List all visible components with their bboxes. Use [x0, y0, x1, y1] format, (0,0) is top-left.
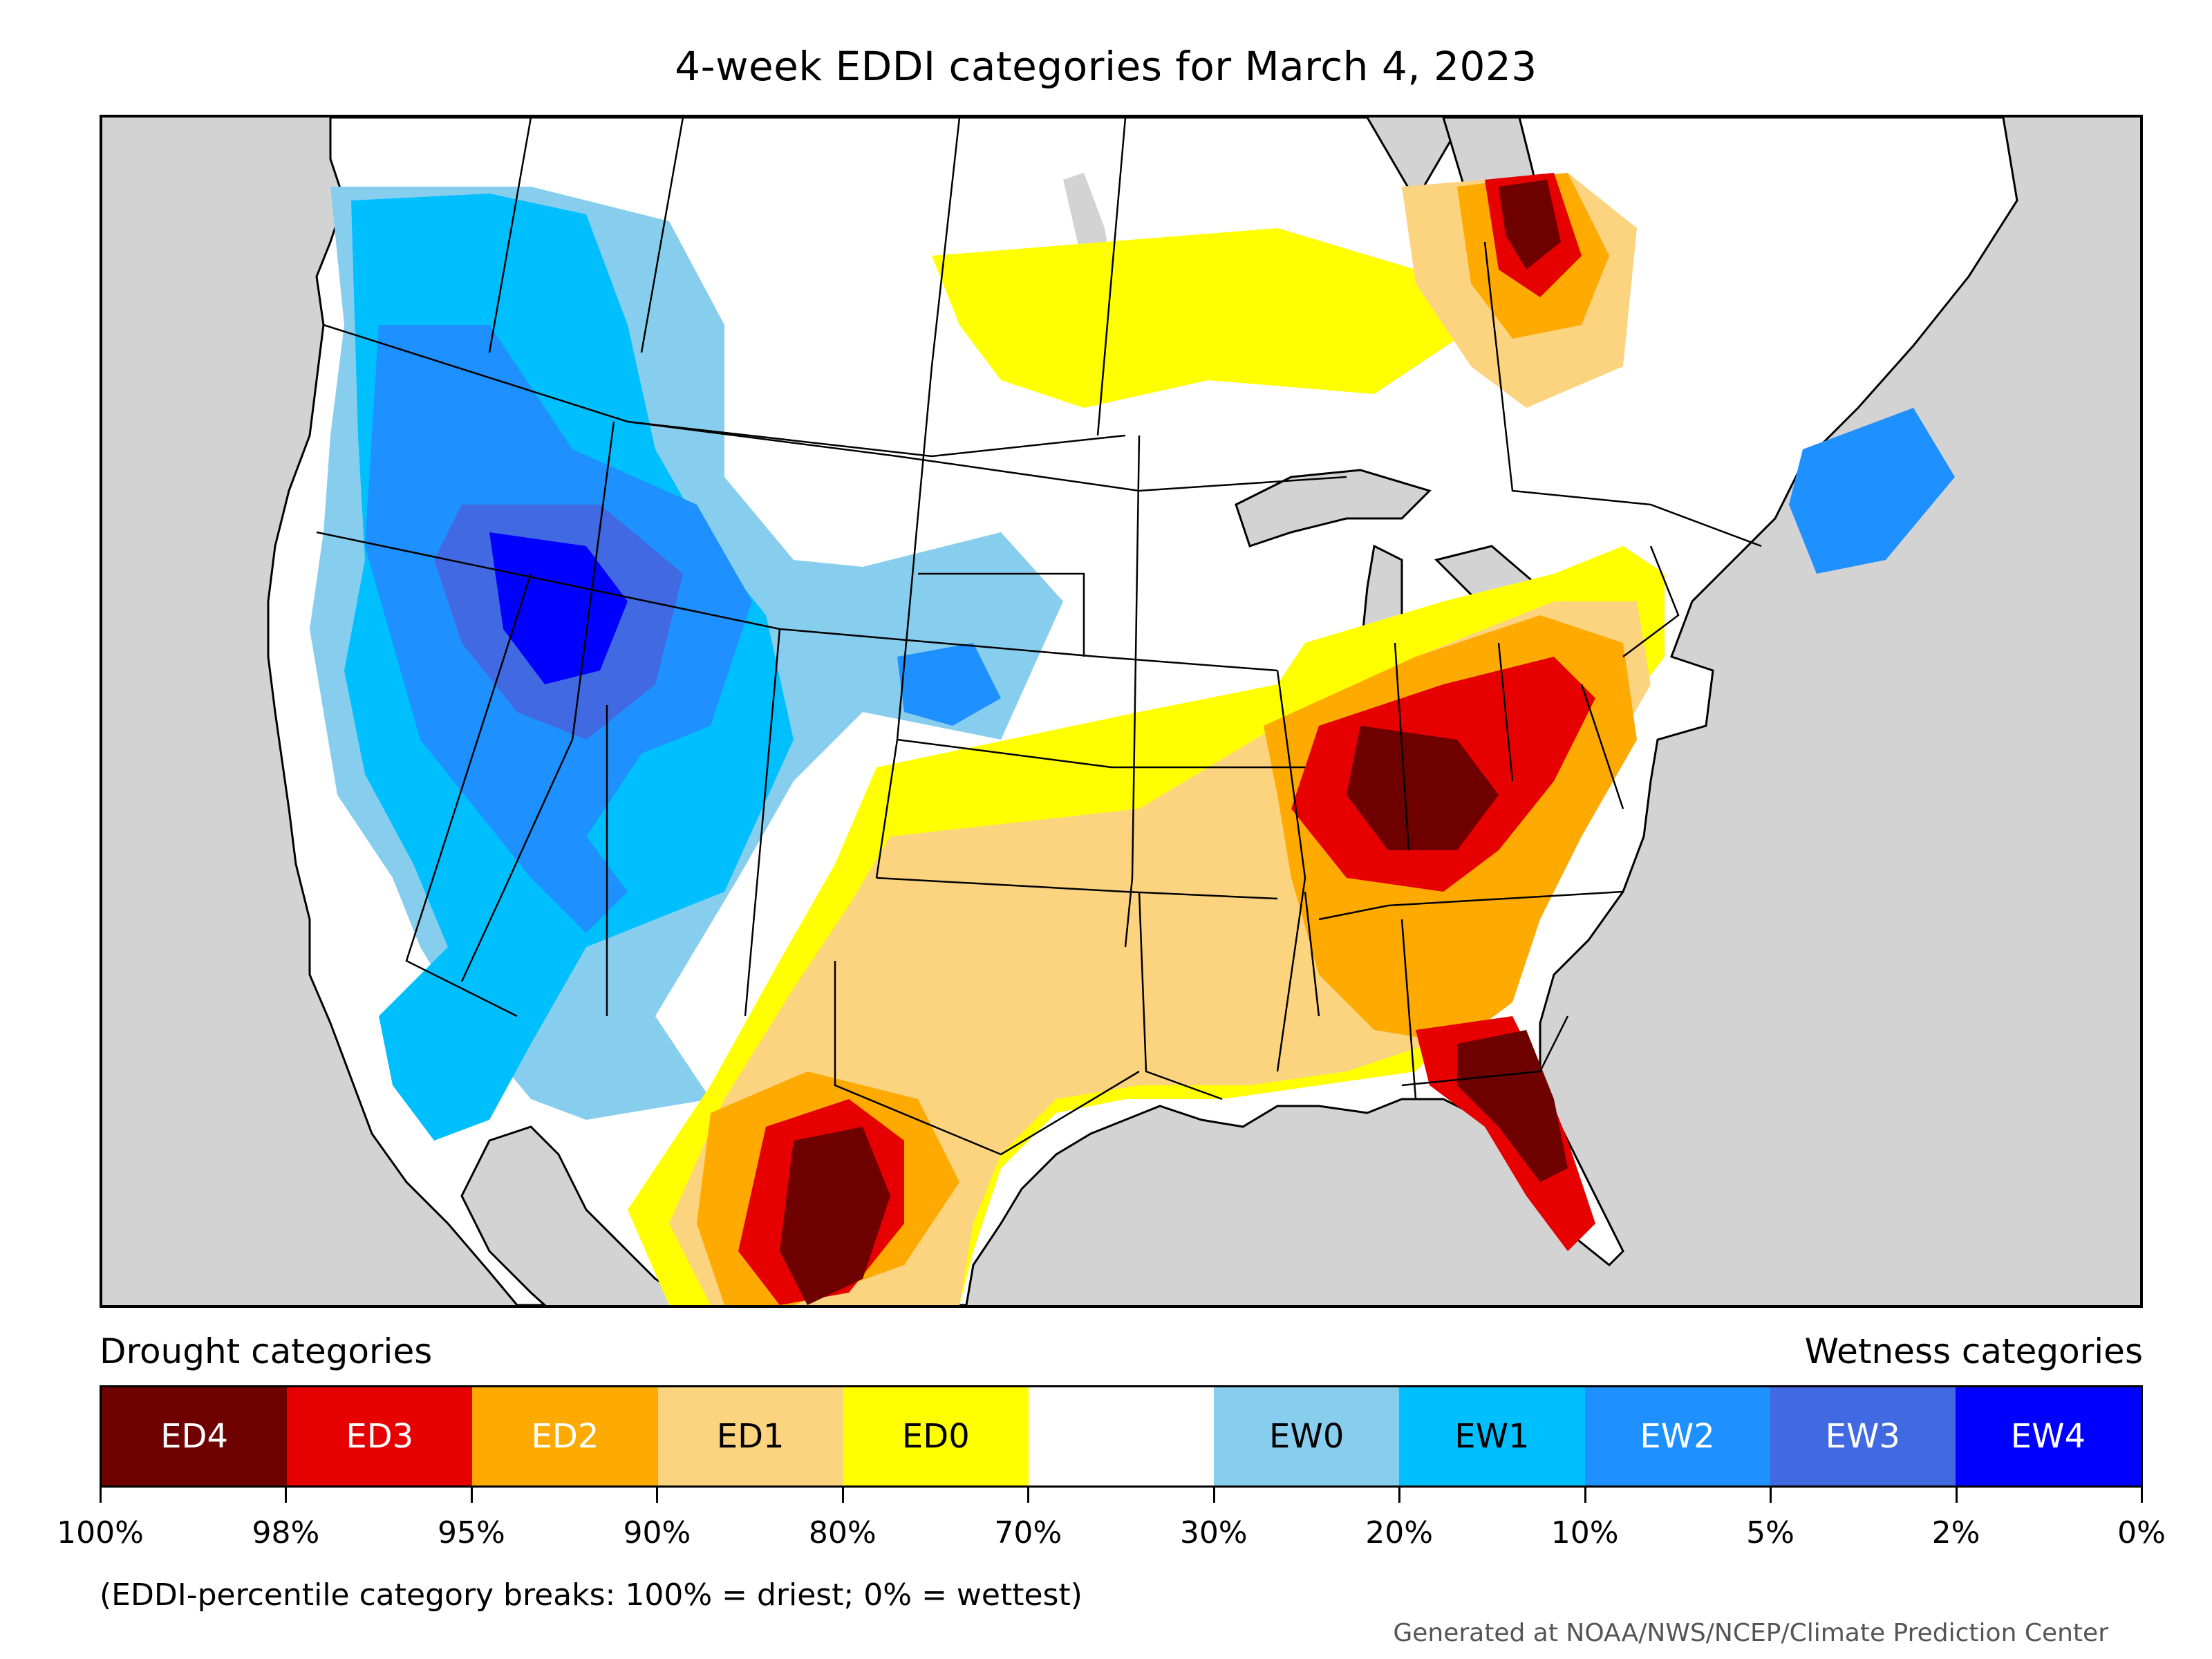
category-box-normal — [1028, 1387, 1215, 1485]
wet-region-ew4 — [489, 532, 628, 684]
tick-label: 90% — [623, 1515, 691, 1550]
tick-mark — [1584, 1488, 1586, 1503]
category-colorbar: ED4 ED3 ED2 ED1 ED0 EW0 EW1 EW2 EW3 EW4 — [100, 1385, 2143, 1488]
drought-region-ed4 — [1347, 726, 1499, 850]
category-box-ed2: ED2 — [472, 1387, 658, 1485]
category-box-ew4: EW4 — [1955, 1387, 2141, 1485]
category-box-ew3: EW3 — [1770, 1387, 1956, 1485]
wetness-categories-label: Wetness categories — [1804, 1331, 2143, 1371]
category-box-ed0: ED0 — [843, 1387, 1029, 1485]
tick-mark — [100, 1488, 102, 1503]
tick-mark — [841, 1488, 844, 1503]
drought-region-ed4-north — [1499, 180, 1561, 270]
tick-label: 30% — [1179, 1515, 1248, 1550]
tick-label: 80% — [808, 1515, 877, 1550]
tick-label: 2% — [1931, 1515, 1980, 1550]
wet-region-ew2c — [1789, 408, 1955, 574]
drought-categories-label: Drought categories — [100, 1331, 433, 1371]
tick-mark — [1770, 1488, 1772, 1503]
category-box-ed1: ED1 — [657, 1387, 843, 1485]
map-title: 4-week EDDI categories for March 4, 2023 — [675, 43, 1537, 90]
tick-label: 70% — [994, 1515, 1062, 1550]
tick-label: 20% — [1365, 1515, 1434, 1550]
category-box-ew2: EW2 — [1584, 1387, 1770, 1485]
tick-label: 5% — [1746, 1515, 1794, 1550]
category-box-ed3: ED3 — [287, 1387, 473, 1485]
drought-region-ed4-tx — [780, 1127, 890, 1305]
drought-region-ed0-north — [932, 228, 1457, 408]
tick-label: 100% — [57, 1515, 144, 1550]
eddi-map — [100, 115, 2143, 1308]
wet-region-ew2b — [897, 643, 1001, 726]
tick-label: 0% — [2117, 1515, 2166, 1550]
tick-mark — [1212, 1488, 1215, 1503]
category-breaks-note: (EDDI-percentile category breaks: 100% =… — [100, 1577, 1082, 1613]
tick-label: 98% — [252, 1515, 320, 1550]
tick-mark — [1027, 1488, 1030, 1503]
tick-mark — [656, 1488, 659, 1503]
tick-mark — [2141, 1488, 2143, 1503]
category-box-ed4: ED4 — [102, 1387, 288, 1485]
category-box-ew0: EW0 — [1214, 1387, 1400, 1485]
tick-label: 10% — [1550, 1515, 1619, 1550]
tick-mark — [1398, 1488, 1401, 1503]
category-box-ew1: EW1 — [1399, 1387, 1585, 1485]
political-boundaries — [316, 118, 1762, 1156]
tick-mark — [285, 1488, 288, 1503]
drought-region-ed4-fl — [1457, 1030, 1568, 1182]
tick-label: 95% — [438, 1515, 505, 1550]
lake-superior — [1235, 469, 1432, 547]
tick-mark — [1955, 1488, 1958, 1503]
tick-mark — [470, 1488, 473, 1503]
colorbar-ticks: 100% 98% 95% 90% 80% 70% 30% 20% 10% 5% 2% 0% — [0, 1488, 2212, 1571]
credit-text: Generated at NOAA/NWS/NCEP/Climate Predi… — [1393, 1619, 2108, 1647]
